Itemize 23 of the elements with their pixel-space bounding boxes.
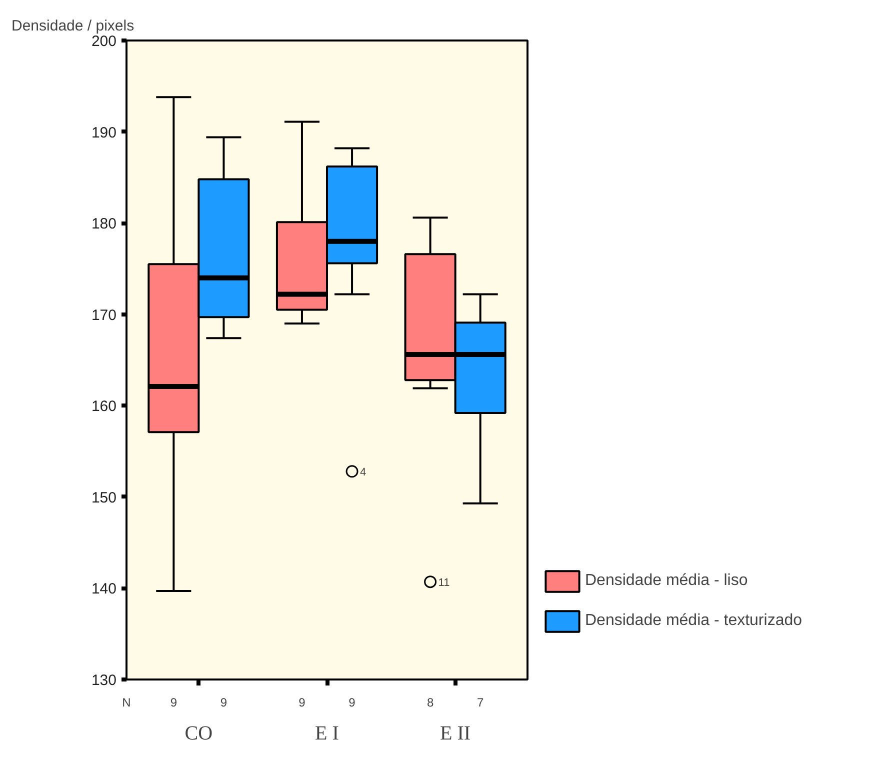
annotation: 11 <box>438 576 450 589</box>
y-tick-label: 170 <box>91 306 117 324</box>
y-tick-label: 190 <box>91 124 117 142</box>
text: 9 <box>170 696 178 710</box>
y-tick-label: 180 <box>91 216 117 233</box>
y-tick-label: 200 <box>91 33 117 50</box>
x-tick-label: E II <box>440 722 471 744</box>
x-tick-label: E I <box>315 722 339 744</box>
y-tick-label: 150 <box>91 489 117 506</box>
y-tick-label: 160 <box>91 398 117 416</box>
legend-label: Densidade média - texturizado <box>585 612 802 630</box>
y-tick-label: 140 <box>91 580 117 598</box>
legend-label: Densidade média - liso <box>585 572 748 590</box>
text: 7 <box>477 696 484 710</box>
text: 9 <box>298 696 306 710</box>
text: 8 <box>426 696 434 710</box>
annotation: 4 <box>360 466 366 478</box>
x-tick-label: CO <box>184 722 213 744</box>
y-axis-title: Densidade / pixels <box>12 18 134 34</box>
y-tick-label: 130 <box>91 672 117 689</box>
text: N <box>122 696 131 710</box>
text: 9 <box>348 696 356 710</box>
text: 9 <box>220 696 228 710</box>
